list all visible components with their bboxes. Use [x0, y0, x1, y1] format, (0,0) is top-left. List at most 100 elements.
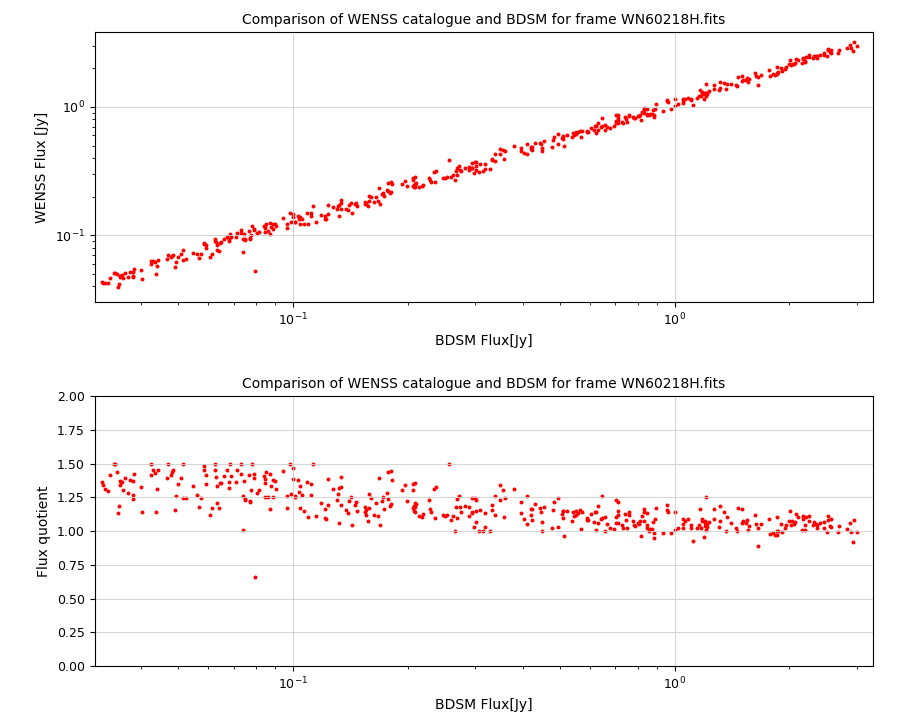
Point	[719, 84, 733, 95]
Point	[668, 524, 682, 536]
Point	[610, 109, 625, 121]
Point	[280, 490, 294, 502]
Point	[134, 273, 148, 284]
Point	[798, 524, 813, 536]
Point	[517, 147, 531, 158]
Point	[407, 500, 421, 511]
Point	[332, 210, 347, 222]
Point	[230, 228, 244, 239]
Point	[199, 242, 213, 253]
Point	[735, 517, 750, 528]
Point	[243, 496, 257, 508]
Point	[285, 212, 300, 223]
Point	[524, 143, 538, 155]
Point	[366, 196, 381, 207]
Point	[820, 50, 834, 62]
Point	[126, 489, 140, 500]
Point	[294, 489, 309, 500]
Point	[699, 518, 714, 530]
Point	[806, 52, 820, 63]
Point	[762, 70, 777, 81]
Point	[176, 458, 191, 469]
Point	[194, 248, 208, 260]
Point	[333, 197, 347, 209]
Point	[197, 238, 211, 250]
Point	[646, 111, 661, 122]
Point	[695, 88, 709, 99]
Point	[655, 527, 670, 539]
Point	[783, 54, 797, 66]
Point	[831, 527, 845, 539]
Point	[370, 195, 384, 207]
Point	[375, 491, 390, 503]
Point	[112, 271, 127, 283]
Point	[452, 161, 466, 172]
Point	[170, 252, 184, 264]
Point	[750, 71, 764, 82]
Point	[103, 272, 117, 284]
Point	[626, 515, 641, 526]
Point	[126, 271, 140, 283]
Point	[626, 111, 641, 122]
Point	[342, 199, 356, 211]
Point	[407, 181, 421, 193]
Point	[449, 493, 464, 505]
Point	[247, 469, 261, 480]
Point	[260, 225, 274, 237]
Point	[112, 500, 126, 511]
Point	[482, 163, 497, 175]
Point	[699, 90, 714, 102]
Point	[569, 505, 583, 517]
Point	[640, 108, 654, 120]
Point	[591, 500, 606, 512]
Point	[115, 476, 130, 487]
Point	[212, 237, 227, 248]
Point	[263, 469, 277, 480]
Point	[492, 148, 507, 160]
Point	[398, 175, 412, 186]
Point	[610, 112, 625, 124]
Point	[609, 109, 624, 120]
Point	[207, 233, 221, 245]
Point	[699, 521, 714, 533]
Point	[224, 231, 238, 243]
Point	[381, 493, 395, 505]
Point	[607, 121, 621, 132]
Point	[775, 526, 789, 538]
Point	[736, 74, 751, 86]
Point	[691, 519, 706, 531]
Point	[361, 200, 375, 212]
Point	[454, 166, 469, 177]
Point	[161, 458, 176, 469]
Point	[633, 110, 647, 122]
Point	[648, 103, 662, 114]
Point	[831, 47, 845, 58]
Point	[103, 469, 117, 481]
Point	[383, 498, 398, 509]
Point	[610, 505, 625, 517]
Point	[809, 518, 824, 530]
Point	[284, 458, 298, 469]
Point	[333, 481, 347, 492]
Point	[528, 498, 543, 510]
Point	[555, 133, 570, 145]
Point	[115, 272, 130, 284]
Point	[176, 492, 190, 504]
Point	[258, 220, 273, 232]
Point	[221, 476, 236, 487]
Point	[260, 491, 274, 503]
Point	[102, 485, 116, 497]
Point	[766, 527, 780, 539]
Point	[423, 506, 437, 518]
Point	[742, 520, 757, 531]
Point	[248, 571, 262, 582]
Point	[350, 505, 365, 517]
Title: Comparison of WENSS catalogue and BDSM for frame WN60218H.fits: Comparison of WENSS catalogue and BDSM f…	[242, 377, 725, 391]
Point	[580, 126, 595, 138]
Point	[176, 244, 191, 256]
Point	[748, 509, 762, 521]
Point	[143, 459, 157, 470]
Point	[251, 226, 266, 238]
Point	[168, 256, 183, 267]
Point	[646, 516, 661, 528]
